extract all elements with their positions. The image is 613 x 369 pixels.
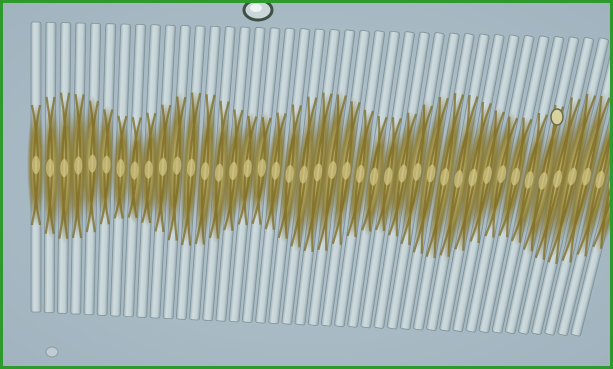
particle bbox=[551, 109, 563, 125]
nucleus bbox=[32, 156, 40, 174]
micrograph-frame bbox=[0, 0, 613, 369]
micrograph bbox=[0, 0, 613, 369]
particle bbox=[46, 347, 58, 357]
bubble-highlight bbox=[250, 4, 262, 12]
